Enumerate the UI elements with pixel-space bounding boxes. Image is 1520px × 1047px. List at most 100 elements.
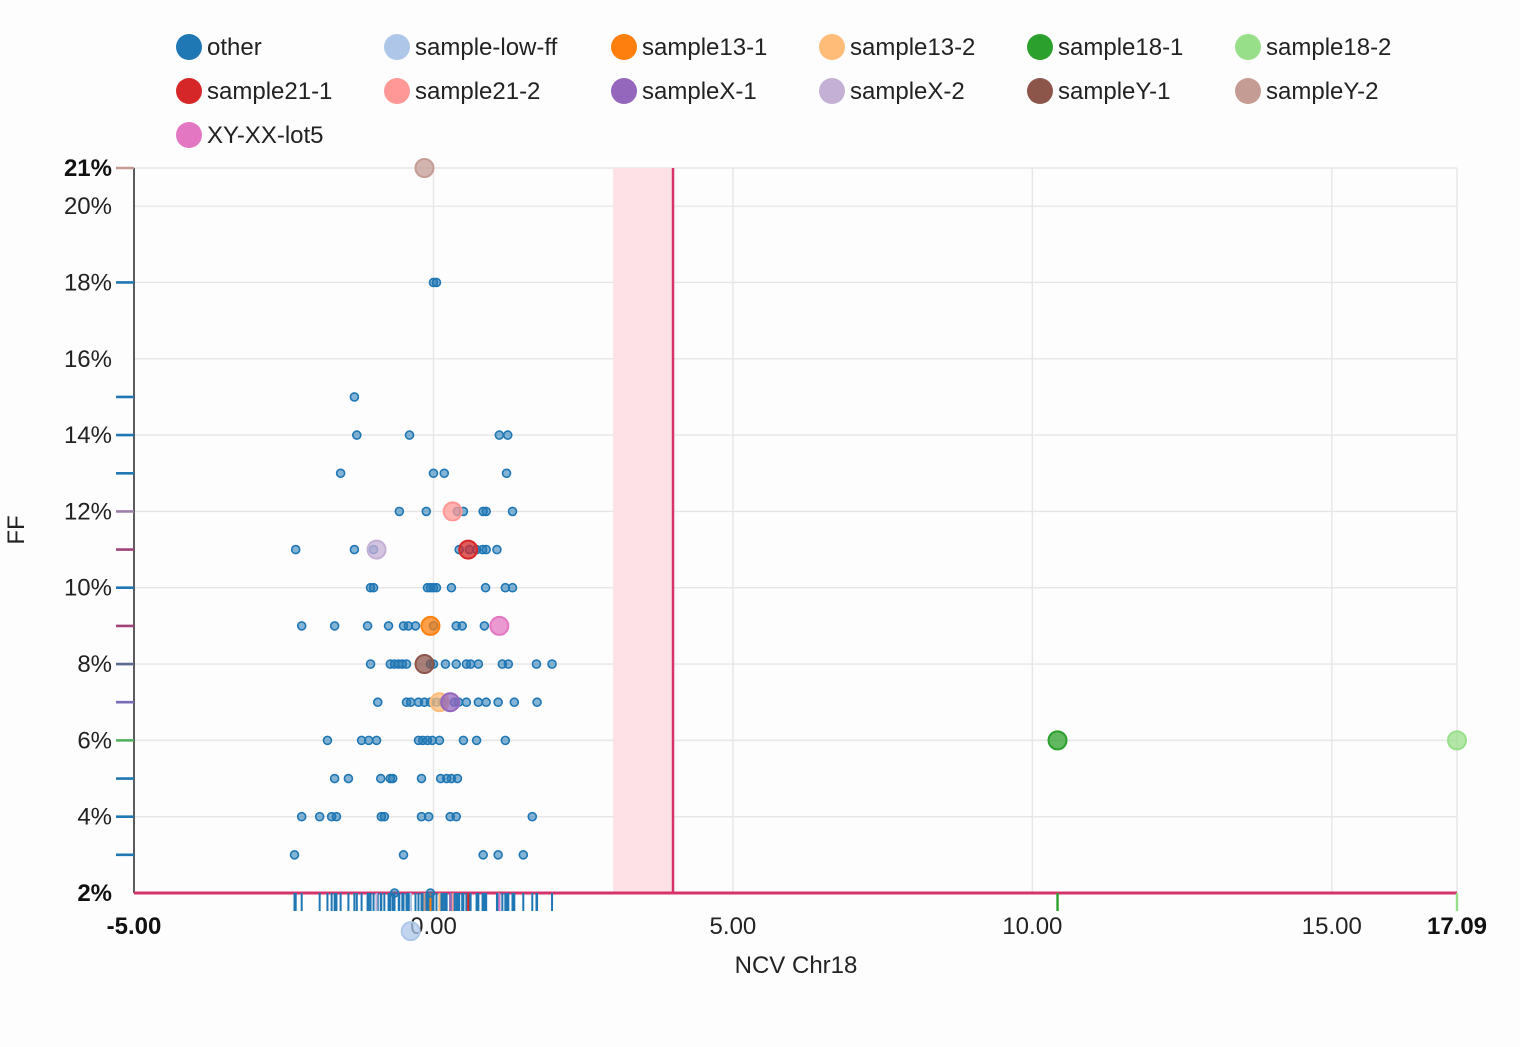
data-point-other	[421, 506, 432, 517]
data-point-other	[493, 850, 503, 860]
data-point-other	[379, 811, 390, 822]
x-tick-label: 17.09	[1427, 913, 1487, 940]
legend-item[interactable]: sample13-2	[819, 34, 975, 61]
data-point-other	[322, 735, 333, 746]
data-point-other	[349, 392, 360, 402]
legend-item[interactable]: other	[176, 34, 262, 61]
data-point-other	[331, 811, 342, 822]
data-point-sample21-2	[442, 501, 463, 522]
data-point-other	[404, 430, 415, 440]
legend-item[interactable]: sample13-1	[611, 34, 767, 61]
data-point-other	[532, 697, 542, 708]
legend-item[interactable]: sampleX-1	[611, 78, 757, 105]
data-point-other	[451, 811, 462, 822]
data-point-other	[387, 773, 398, 784]
data-point-other	[351, 430, 362, 440]
legend-label: sampleY-1	[1058, 78, 1171, 105]
x-tick-label: -5.00	[107, 913, 162, 940]
data-point-other	[452, 773, 463, 784]
threshold-band	[613, 168, 674, 893]
legend-label: sample18-1	[1058, 34, 1183, 61]
data-point-other	[383, 621, 394, 631]
data-point-XY-XX-lot5	[489, 615, 510, 636]
legend-label: sample18-2	[1266, 34, 1391, 61]
data-point-other	[494, 430, 505, 440]
legend-item[interactable]: XY-XX-lot5	[176, 122, 324, 149]
data-point-other	[473, 659, 484, 669]
legend-item[interactable]: sample18-2	[1235, 34, 1391, 61]
legend-label: sample-low-ff	[415, 34, 558, 61]
data-point-other	[371, 735, 382, 746]
data-point-other	[394, 506, 405, 517]
y-tick-label: 8%	[77, 651, 112, 678]
y-tick-label: 16%	[64, 346, 112, 373]
data-point-other	[425, 888, 436, 898]
legend-item[interactable]: sample18-1	[1027, 34, 1183, 61]
data-point-other	[473, 697, 484, 708]
data-point-other	[296, 811, 307, 822]
data-point-other	[479, 621, 490, 631]
data-point-other	[458, 735, 469, 746]
data-point-other	[457, 621, 468, 631]
legend-label: sample21-2	[415, 78, 540, 105]
data-point-other	[531, 659, 542, 669]
legend-swatch-icon	[611, 78, 637, 104]
data-point-sampleX-1	[440, 692, 461, 713]
legend: other sample-low-ff sample13-1 sample13-2 sa…	[176, 34, 1391, 149]
y-tick-label: 18%	[64, 269, 112, 296]
y-tick-label: 14%	[64, 422, 112, 449]
y-tick-label: 12%	[64, 498, 112, 525]
y-tick-label: 21%	[64, 155, 112, 182]
legend-item[interactable]: sampleX-2	[819, 78, 965, 105]
data-point-other	[410, 621, 421, 631]
data-point-other	[405, 697, 416, 708]
legend-swatch-icon	[176, 78, 202, 104]
data-point-other	[461, 697, 472, 708]
data-point-sample21-1	[458, 539, 479, 560]
legend-label: sampleY-2	[1266, 78, 1379, 105]
legend-item[interactable]: sampleY-1	[1027, 78, 1171, 105]
legend-swatch-icon	[1027, 78, 1053, 104]
y-axis-title: FF	[3, 515, 30, 544]
data-point-other	[507, 506, 518, 517]
data-point-sample13-1	[420, 615, 441, 636]
legend-swatch-icon	[611, 34, 637, 60]
data-point-other	[296, 621, 307, 631]
data-point-other	[547, 659, 557, 669]
data-point-other	[509, 697, 520, 708]
data-point-other	[389, 888, 400, 898]
data-point-other	[451, 659, 462, 669]
legend-swatch-icon	[1027, 34, 1053, 60]
threshold-markers	[613, 168, 675, 893]
data-point-other	[471, 735, 482, 746]
data-point-other	[481, 506, 491, 517]
rug-marks	[116, 166, 1459, 911]
data-point-sample-low-ff	[400, 921, 421, 942]
legend-swatch-icon	[1235, 78, 1261, 104]
data-point-other	[465, 659, 476, 669]
legend-item[interactable]: sample21-2	[384, 78, 540, 105]
legend-item[interactable]: sample21-1	[176, 78, 332, 105]
y-tick-label: 4%	[77, 804, 112, 831]
legend-item[interactable]: sampleY-2	[1235, 78, 1379, 105]
data-point-sample18-1	[1047, 730, 1068, 751]
data-point-other	[440, 659, 451, 669]
data-point-other	[416, 773, 427, 784]
y-tick-label: 20%	[64, 193, 112, 220]
data-point-other	[518, 850, 529, 860]
data-point-other	[349, 544, 360, 555]
y-tick-label: 6%	[77, 727, 112, 754]
data-point-other	[329, 621, 340, 631]
legend-swatch-icon	[819, 34, 845, 60]
legend-swatch-icon	[1235, 34, 1261, 60]
data-point-other	[501, 468, 512, 479]
data-point-other	[481, 697, 491, 708]
legend-label: sample21-1	[207, 78, 332, 105]
data-point-other	[362, 621, 373, 631]
data-point-other	[423, 811, 434, 822]
legend-item[interactable]: sample-low-ff	[384, 34, 558, 61]
data-point-other	[335, 468, 346, 479]
legend-label: XY-XX-lot5	[207, 122, 324, 149]
